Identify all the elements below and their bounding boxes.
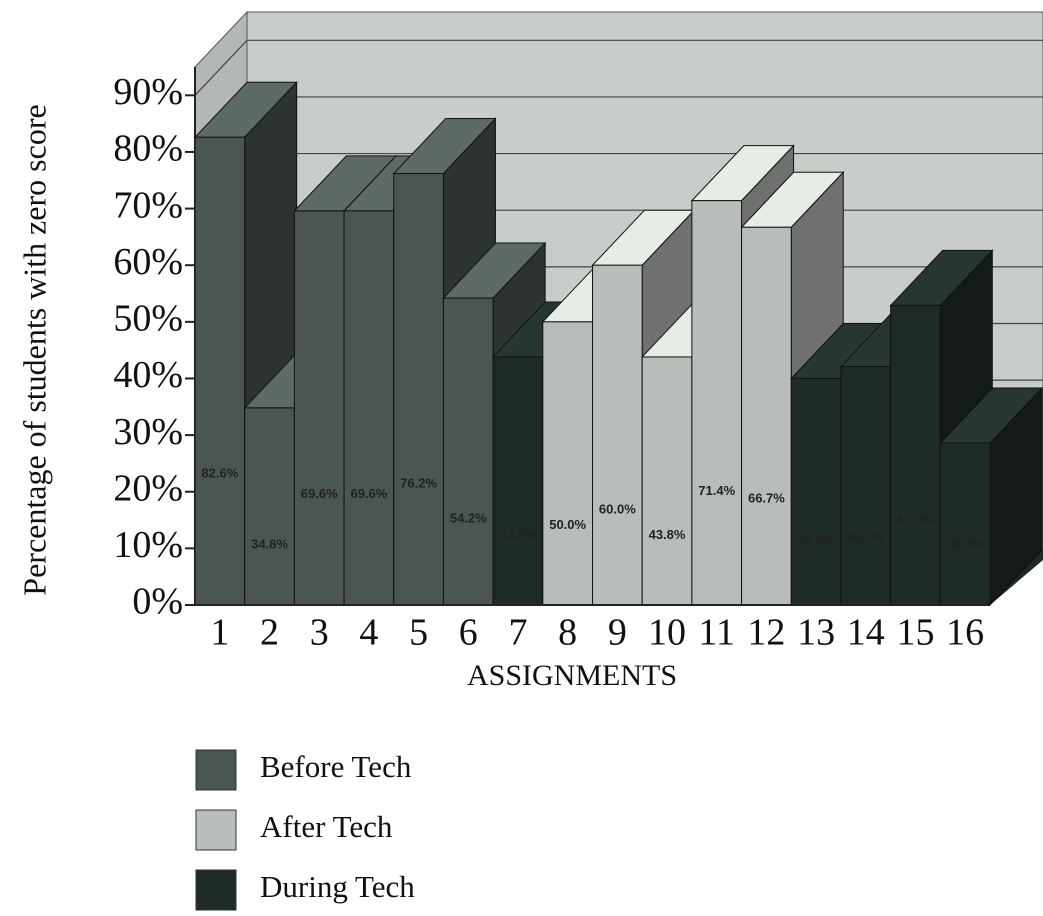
data-label: 66.7% <box>748 491 785 506</box>
x-tick-label: 1 <box>210 612 229 654</box>
data-label: 52.9% <box>897 513 934 528</box>
legend-swatch <box>195 809 237 851</box>
data-label: 54.2% <box>450 510 487 525</box>
x-tick-label: 16 <box>946 612 984 654</box>
data-label: 60.0% <box>599 501 636 516</box>
bar <box>939 442 991 606</box>
x-tick-label: 13 <box>797 612 835 654</box>
x-tick-label: 11 <box>698 612 735 654</box>
data-label: 82.6% <box>201 465 238 480</box>
legend-label: After Tech <box>260 809 393 844</box>
data-label: 43.8% <box>649 527 686 542</box>
data-label: 71.4% <box>698 483 735 498</box>
y-tick-label: 30% <box>113 411 183 453</box>
y-tick-label: 10% <box>113 524 183 566</box>
y-axis-label: Percentage of students with zero score <box>16 104 52 595</box>
x-tick-label: 14 <box>847 612 885 654</box>
y-tick-label: 80% <box>113 128 183 170</box>
data-label: 50.0% <box>549 517 586 532</box>
data-label: 69.6% <box>350 486 387 501</box>
y-tick-label: 40% <box>113 354 183 396</box>
x-tick-label: 6 <box>459 612 478 654</box>
legend-swatch <box>195 869 237 911</box>
data-label: 28.6% <box>947 536 984 551</box>
y-tick-label: 70% <box>113 184 183 226</box>
bar <box>194 136 246 606</box>
x-tick-label: 12 <box>747 612 785 654</box>
x-tick-label: 9 <box>608 612 627 654</box>
legend-label: During Tech <box>260 869 415 904</box>
bar <box>890 304 941 606</box>
x-axis-label: ASSIGNMENTS <box>467 659 677 692</box>
bar <box>492 356 544 606</box>
legend-label: Before Tech <box>260 749 412 784</box>
data-label: 42.1% <box>847 530 884 545</box>
bar <box>343 210 395 606</box>
bar <box>393 172 444 606</box>
x-tick-label: 7 <box>508 612 527 654</box>
bar <box>741 226 792 606</box>
bar <box>542 321 593 606</box>
x-tick-label: 8 <box>558 612 577 654</box>
bar <box>641 356 693 606</box>
data-label: 69.6% <box>301 486 338 501</box>
x-tick-label: 15 <box>896 612 934 654</box>
grid-line <box>194 39 248 96</box>
data-label: 76.2% <box>400 476 437 491</box>
data-label: 43.8% <box>500 527 537 542</box>
y-tick-label: 0% <box>132 581 183 623</box>
y-tick-label: 60% <box>113 241 183 283</box>
data-label: 34.8% <box>251 536 288 551</box>
y-tick-label: 20% <box>113 467 183 509</box>
bar <box>244 407 295 606</box>
bar <box>293 210 345 606</box>
x-tick-label: 2 <box>260 612 279 654</box>
bar <box>840 366 892 606</box>
x-tick-label: 3 <box>310 612 329 654</box>
data-label: 40.0% <box>798 533 835 548</box>
legend-swatch <box>195 749 237 791</box>
y-tick-label: 50% <box>113 298 183 340</box>
bar <box>442 297 494 606</box>
x-tick-label: 4 <box>359 612 378 654</box>
y-tick-label: 90% <box>113 71 183 113</box>
bar <box>691 200 743 606</box>
x-tick-label: 5 <box>409 612 428 654</box>
bar <box>790 377 842 606</box>
x-tick-label: 10 <box>648 612 686 654</box>
bar <box>592 264 643 606</box>
